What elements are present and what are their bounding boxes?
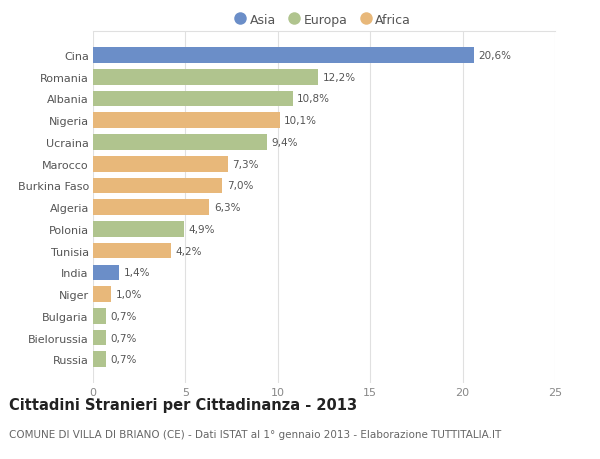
Bar [93, 265, 119, 280]
Bar [93, 222, 184, 237]
Bar [93, 200, 209, 216]
Text: 0,7%: 0,7% [110, 354, 137, 364]
Text: 6,3%: 6,3% [214, 203, 241, 213]
Text: Cittadini Stranieri per Cittadinanza - 2013: Cittadini Stranieri per Cittadinanza - 2… [9, 397, 357, 412]
Bar [93, 352, 106, 367]
Bar [93, 330, 106, 346]
Bar [93, 113, 280, 129]
Bar [93, 91, 293, 107]
Bar [93, 157, 228, 172]
Bar [93, 178, 223, 194]
Text: 10,8%: 10,8% [297, 94, 330, 104]
Bar [93, 243, 170, 259]
Bar [93, 286, 112, 302]
Text: 7,3%: 7,3% [233, 159, 259, 169]
Bar [93, 135, 267, 151]
Text: 1,4%: 1,4% [124, 268, 150, 278]
Text: 12,2%: 12,2% [323, 73, 356, 83]
Text: 7,0%: 7,0% [227, 181, 253, 191]
Text: 0,7%: 0,7% [110, 311, 137, 321]
Text: 9,4%: 9,4% [271, 138, 298, 148]
Bar [93, 70, 319, 85]
Legend: Asia, Europa, Africa: Asia, Europa, Africa [232, 9, 416, 32]
Text: 1,0%: 1,0% [116, 290, 142, 299]
Text: 10,1%: 10,1% [284, 116, 317, 126]
Text: 4,2%: 4,2% [175, 246, 202, 256]
Bar [93, 48, 473, 64]
Bar [93, 308, 106, 324]
Text: 0,7%: 0,7% [110, 333, 137, 343]
Text: COMUNE DI VILLA DI BRIANO (CE) - Dati ISTAT al 1° gennaio 2013 - Elaborazione TU: COMUNE DI VILLA DI BRIANO (CE) - Dati IS… [9, 429, 501, 439]
Text: 4,9%: 4,9% [188, 224, 215, 235]
Text: 20,6%: 20,6% [478, 51, 511, 61]
